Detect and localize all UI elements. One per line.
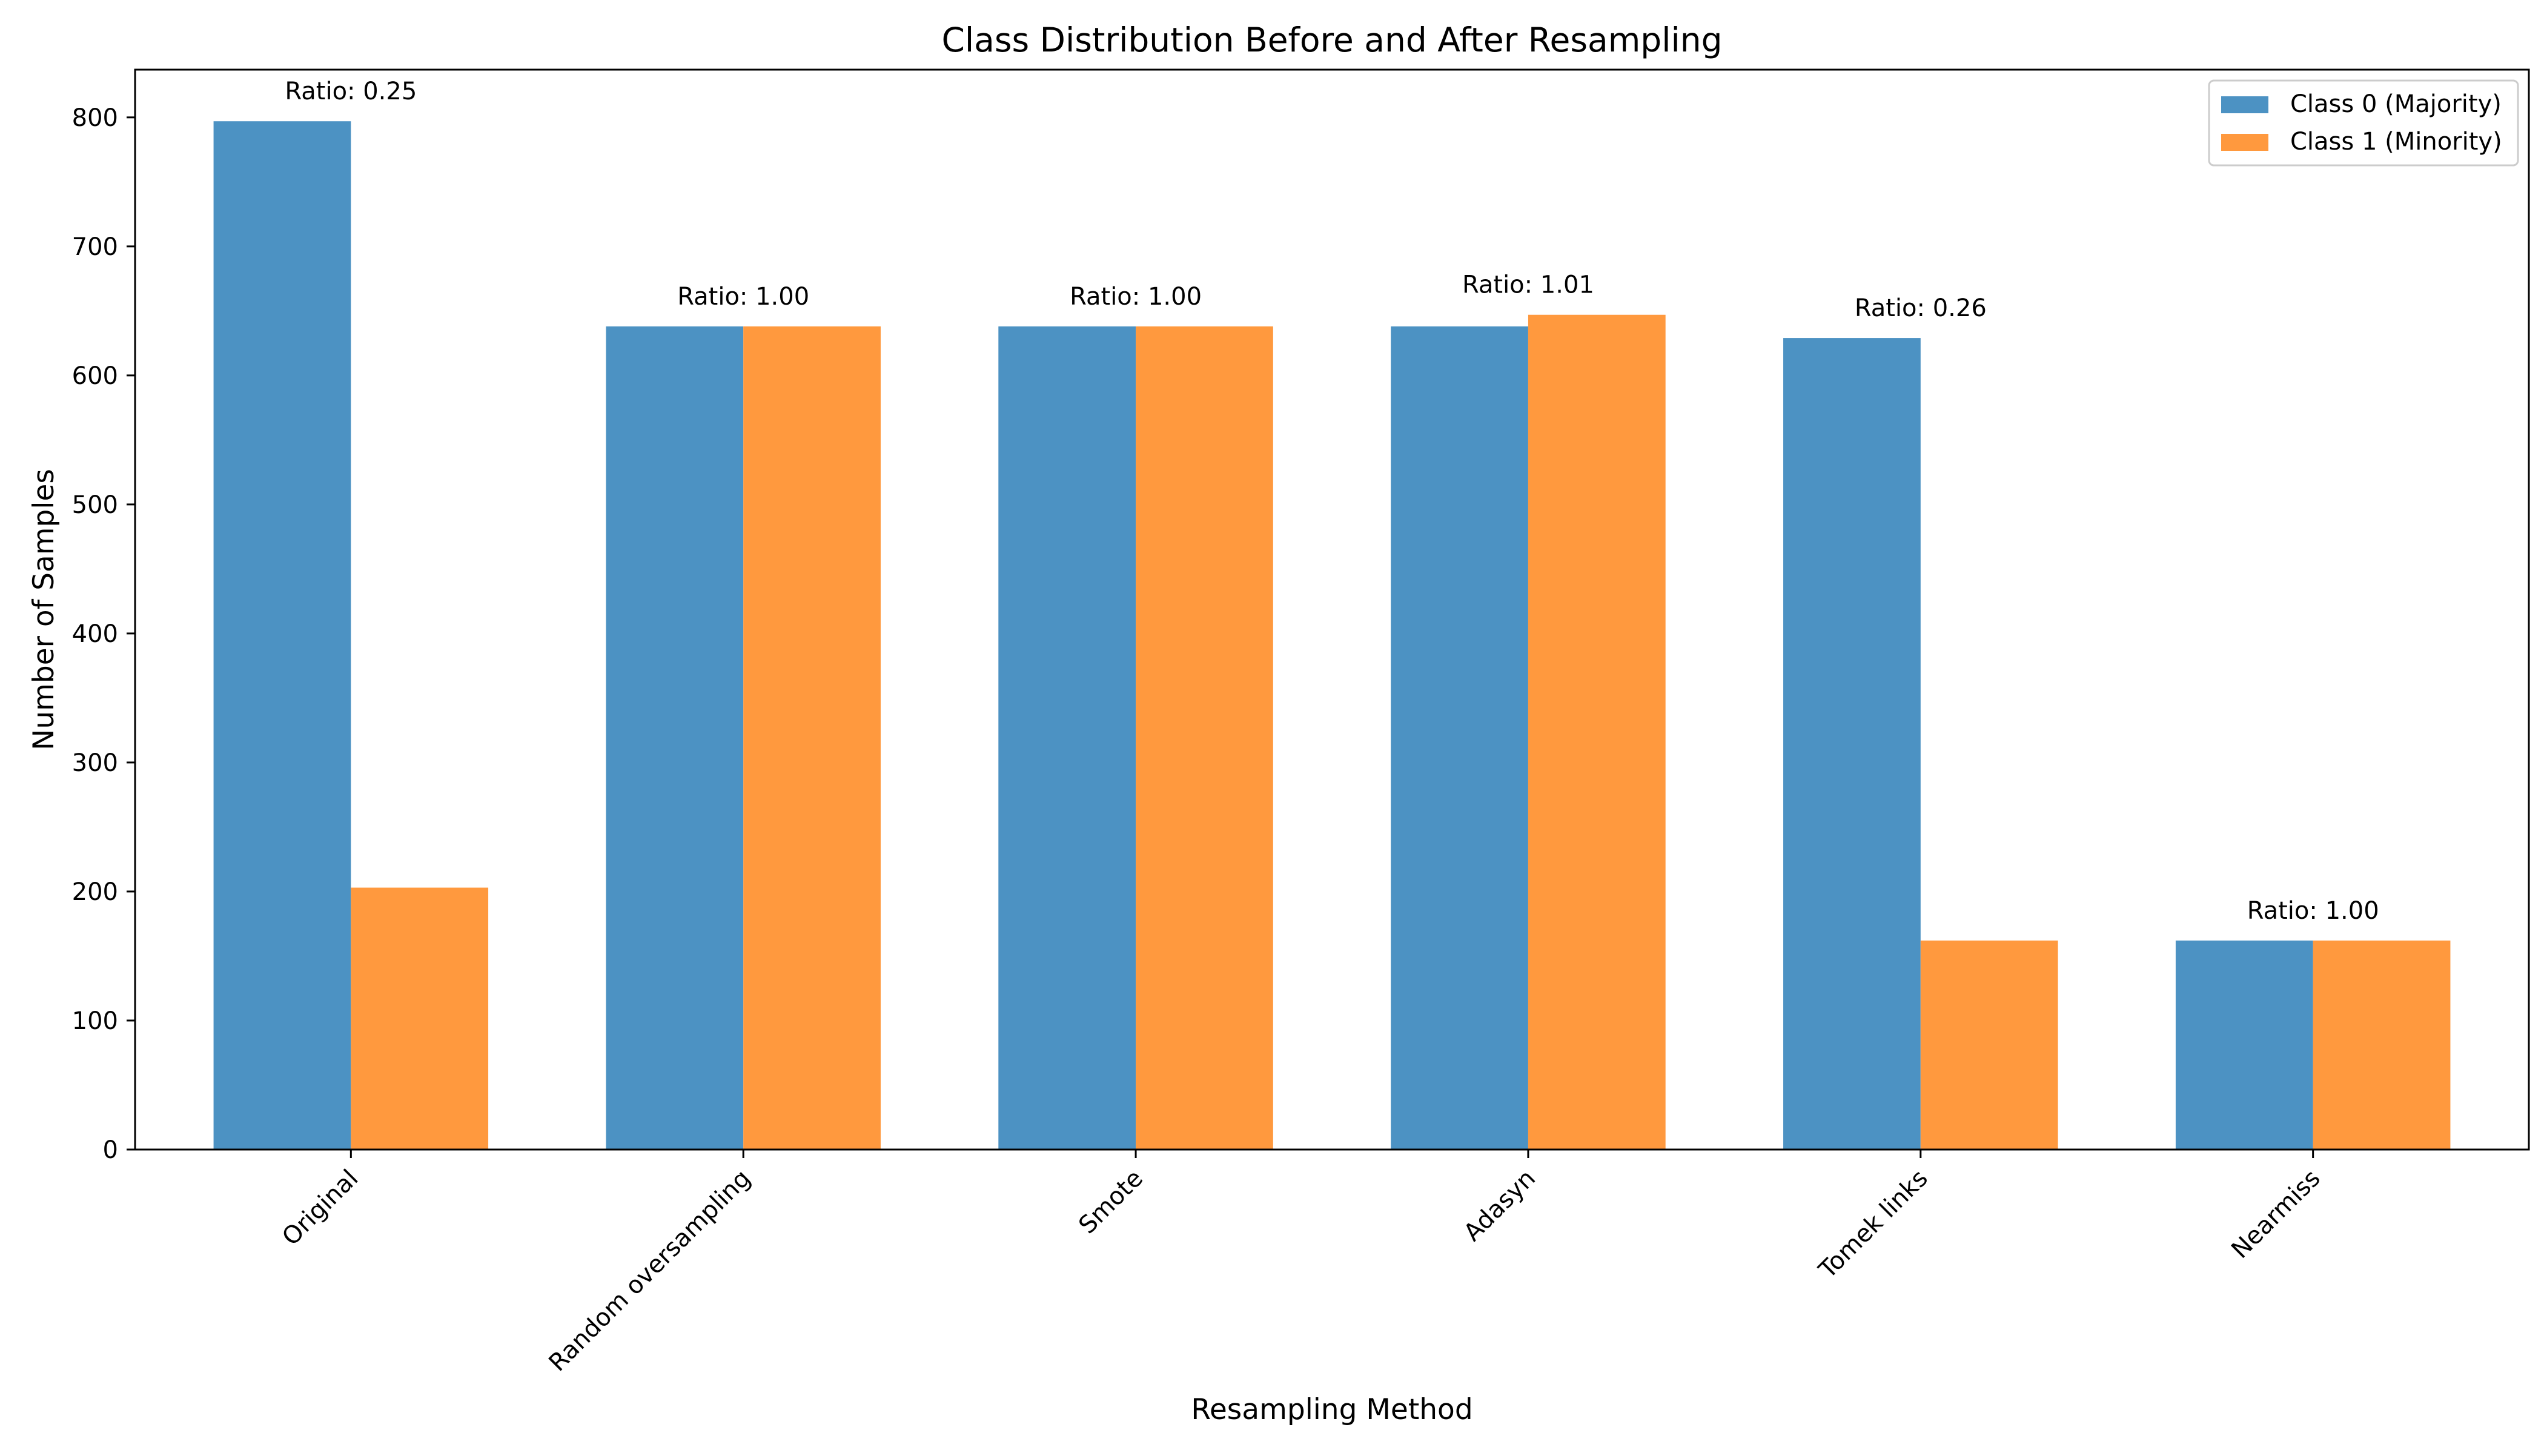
ratio-label: Ratio: 1.00 (2247, 897, 2379, 925)
x-tick-label: Smote (1073, 1165, 1148, 1240)
bar-class1-5 (2313, 940, 2451, 1150)
y-tick-label: 700 (72, 233, 118, 261)
y-tick-label: 400 (72, 620, 118, 648)
ratio-label: Ratio: 1.00 (677, 283, 809, 311)
x-tick-label: Tomek links (1814, 1165, 1933, 1285)
legend-label: Class 0 (Majority) (2290, 90, 2502, 118)
bar-class1-4 (1920, 940, 2058, 1150)
x-tick-label: Original (277, 1165, 363, 1251)
bar-class1-3 (1528, 314, 1666, 1150)
legend-swatch (2221, 96, 2268, 113)
legend-label: Class 1 (Minority) (2290, 128, 2502, 156)
bar-class1-1 (743, 326, 881, 1150)
bar-class0-3 (1391, 326, 1528, 1150)
y-tick-label: 500 (72, 491, 118, 519)
y-tick-label: 100 (72, 1007, 118, 1035)
legend-swatch (2221, 134, 2268, 151)
y-tick-label: 0 (103, 1136, 118, 1164)
x-axis-label: Resampling Method (1191, 1393, 1472, 1426)
x-tick-label: Nearmiss (2226, 1165, 2325, 1264)
ratio-label: Ratio: 0.25 (285, 78, 417, 105)
y-tick-label: 200 (72, 878, 118, 906)
bar-class0-4 (1783, 338, 1921, 1150)
chart-marks: Ratio: 0.25 Ratio: 1.00 Ratio: 1.00 Ratio: … (72, 68, 2530, 1377)
ratio-label: Ratio: 1.00 (1070, 283, 1202, 311)
x-tick-label: Adasyn (1459, 1165, 1541, 1247)
plot-frame (134, 68, 2530, 1151)
ratio-label: Ratio: 1.01 (1462, 271, 1594, 299)
ratio-label: Ratio: 0.26 (1855, 294, 1987, 322)
bar-class0-0 (213, 121, 351, 1150)
legend-box (2208, 79, 2519, 167)
y-tick-label: 600 (72, 362, 118, 390)
bar-class0-5 (2175, 940, 2313, 1150)
bar-class1-0 (351, 887, 489, 1150)
y-tick-label: 300 (72, 749, 118, 777)
x-tick-label: Random oversampling (543, 1165, 756, 1377)
bar-class0-1 (606, 326, 744, 1150)
chart-title: Class Distribution Before and After Resa… (941, 21, 1722, 59)
y-tick-label: 800 (72, 104, 118, 132)
bar-class1-2 (1136, 326, 1273, 1150)
y-axis-label: Number of Samples (27, 469, 61, 750)
bar-class0-2 (998, 326, 1136, 1150)
